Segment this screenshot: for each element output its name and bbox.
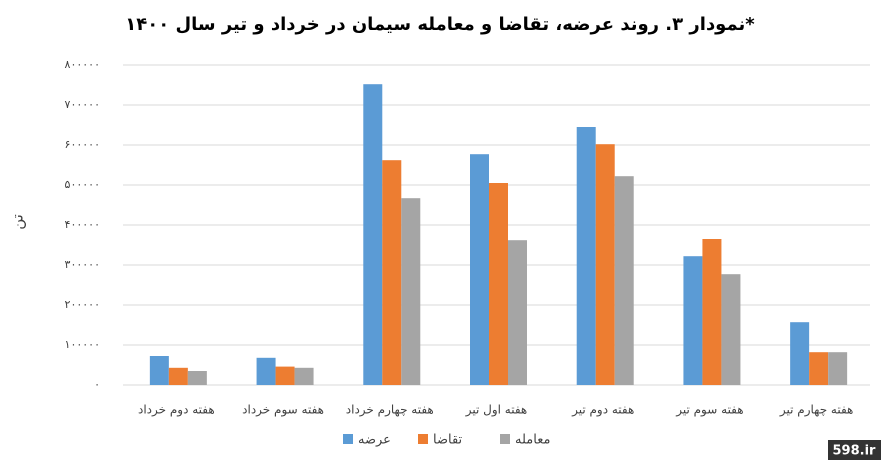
bar <box>363 84 383 385</box>
legend-swatch <box>418 434 428 444</box>
y-tick-label: ۵۰۰۰۰۰ <box>65 178 100 191</box>
bar <box>508 240 527 385</box>
bar <box>382 160 402 385</box>
y-tick-label: ۶۰۰۰۰۰ <box>65 138 100 151</box>
bar <box>790 322 810 385</box>
x-tick-label: هفته سوم خرداد <box>242 403 324 418</box>
bar <box>721 274 741 385</box>
bar <box>187 371 207 385</box>
watermark: 598.ir <box>833 444 877 459</box>
y-tick-label: ۴۰۰۰۰۰ <box>65 218 100 231</box>
y-tick-label: ۳۰۰۰۰۰ <box>65 258 100 271</box>
bar <box>168 367 188 385</box>
bar <box>614 176 634 385</box>
bar <box>702 239 722 385</box>
bar <box>809 352 829 385</box>
legend-swatch <box>343 434 353 444</box>
legend-label: معامله <box>515 433 550 448</box>
bar <box>576 127 596 385</box>
watermark-box <box>828 440 881 460</box>
bar <box>256 357 276 385</box>
y-tick-label: ۰ <box>94 378 100 391</box>
bar <box>294 367 314 385</box>
x-tick-label: هفته اول تیر <box>465 403 528 418</box>
legend-swatch <box>500 434 510 444</box>
bar <box>595 144 615 385</box>
chart-title: نمودار ۳. روند عرضه، تقاضا و معامله سیما… <box>125 14 755 35</box>
y-tick-label: ۱۰۰۰۰۰ <box>65 338 100 351</box>
y-tick-label: ۸۰۰۰۰۰ <box>65 58 100 71</box>
bar <box>828 352 848 385</box>
y-axis-label: تن <box>9 214 27 230</box>
bar <box>489 183 508 385</box>
bar <box>683 256 703 385</box>
x-tick-label: هفته چهارم خرداد <box>346 403 434 418</box>
x-tick-label: هفته سوم تیر <box>675 403 743 418</box>
y-tick-label: ۷۰۰۰۰۰ <box>65 98 100 111</box>
x-tick-label: هفته چهارم تیر <box>779 403 854 418</box>
legend-label: عرضه <box>358 433 391 448</box>
bar <box>149 356 169 385</box>
legend-label: تقاضا <box>433 433 463 448</box>
x-tick-label: هفته دوم خرداد <box>138 403 215 418</box>
x-tick-label: هفته دوم تیر <box>571 403 634 418</box>
bar <box>275 366 295 385</box>
bar <box>401 198 421 385</box>
y-tick-label: ۲۰۰۰۰۰ <box>65 298 100 311</box>
bar <box>470 154 489 385</box>
